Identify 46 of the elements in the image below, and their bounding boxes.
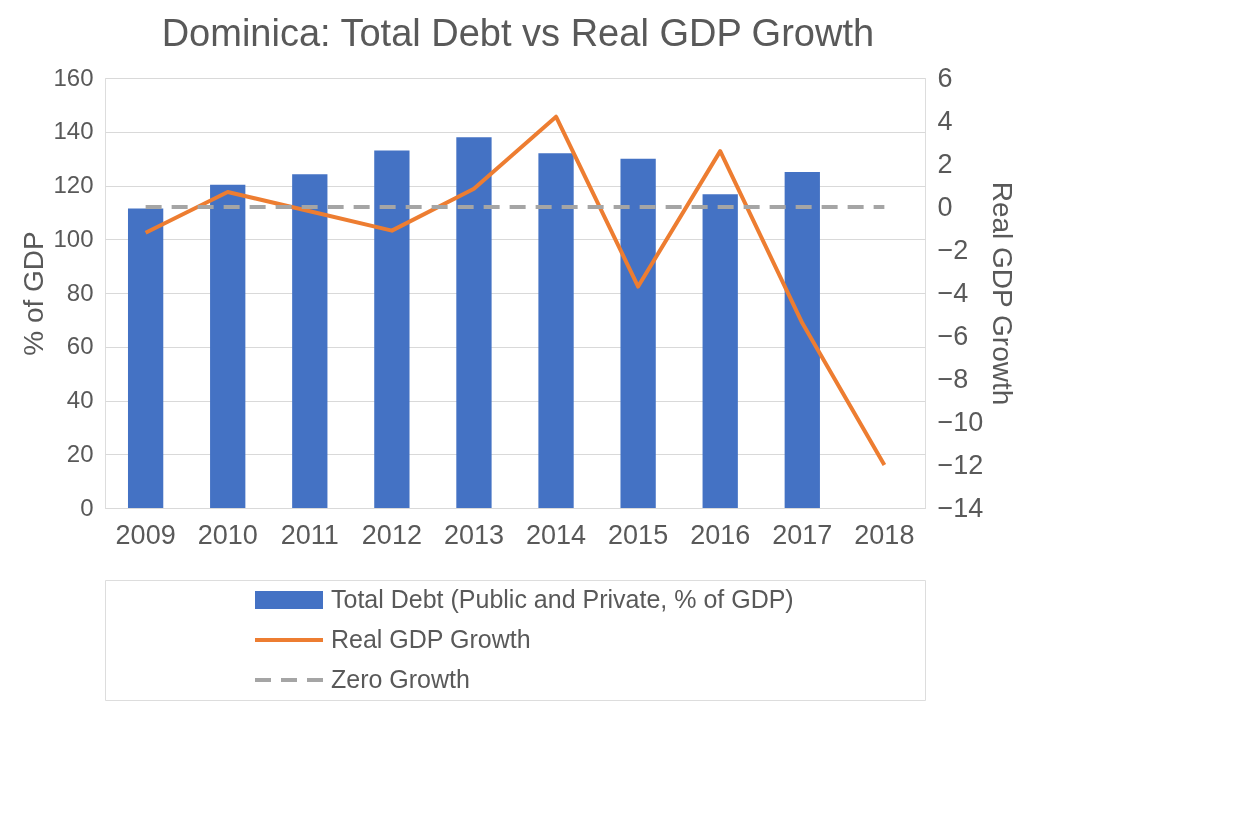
x-tick-label: 2017 [772,519,833,550]
x-tick-label: 2015 [608,519,669,550]
x-tick-label: 2011 [280,519,339,550]
x-tick-label: 2010 [197,519,258,550]
bar [538,153,574,508]
y-tick-label: 40 [66,386,94,413]
y-tick-label: 120 [53,171,94,198]
y-axis-title: % of GDP [18,231,50,356]
y2-tick-label: −12 [937,449,984,480]
y2-tick-label: −10 [937,406,984,437]
bar [210,184,246,508]
y-tick-label: 140 [53,117,94,145]
bar [127,208,164,508]
y2-tick-label: −8 [937,363,969,394]
x-tick-label: 2014 [526,519,587,550]
y2-axis-title: Real GDP Growth [987,181,1019,406]
chart-title: Dominica: Total Debt vs Real GDP Growth [161,11,875,54]
legend-label: Total Debt (Public and Private, % of GDP) [331,585,794,613]
bar [702,194,738,508]
legend-label: Zero Growth [331,665,470,693]
x-tick-label: 2018 [854,519,915,550]
y-tick-label: 0 [80,493,94,521]
y2-tick-label: 6 [937,62,953,93]
y-tick-label: 60 [66,332,94,360]
y2-tick-label: −14 [937,492,984,523]
y2-tick-label: −2 [937,234,969,265]
x-tick-label: 2012 [361,519,422,550]
legend-label: Real GDP Growth [331,625,531,653]
bar [374,150,410,508]
bar [784,172,820,508]
x-tick-label: 2016 [690,519,751,550]
y-tick-label: 160 [53,63,94,91]
y2-tick-label: −4 [937,277,969,308]
bar [620,158,656,508]
y2-tick-label: 0 [937,191,953,222]
x-tick-label: 2009 [115,519,176,550]
y2-tick-label: 2 [937,148,953,179]
bar [292,174,328,508]
y2-tick-label: 4 [937,105,953,136]
y-tick-label: 20 [66,439,94,467]
line-series [143,114,887,467]
y-tick-label: 80 [66,278,94,306]
y2-tick-label: −6 [937,320,969,351]
x-tick-label: 2013 [443,519,504,550]
bar [456,137,492,508]
y-tick-label: 100 [53,224,94,252]
